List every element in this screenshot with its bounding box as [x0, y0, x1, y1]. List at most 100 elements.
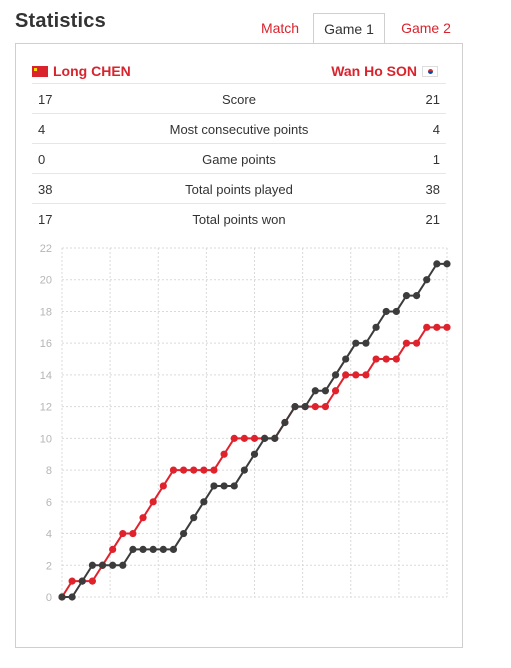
- data-point: [68, 593, 76, 601]
- data-point: [423, 276, 431, 284]
- data-point: [240, 434, 248, 442]
- stat-left-value: 4: [38, 122, 46, 137]
- y-tick-label: 14: [40, 370, 52, 382]
- stat-label: Total points played: [185, 182, 293, 197]
- data-point: [240, 466, 248, 474]
- stat-left-value: 0: [38, 152, 46, 167]
- game-tabs: Match Game 1 Game 2: [250, 13, 462, 44]
- y-tick-label: 10: [40, 433, 52, 445]
- data-point: [443, 260, 451, 268]
- y-tick-label: 22: [40, 243, 52, 255]
- data-point: [342, 355, 350, 363]
- table-row: 0 Game points 1: [32, 143, 446, 173]
- data-point: [109, 561, 117, 569]
- y-tick-label: 2: [46, 560, 52, 572]
- data-point: [210, 482, 218, 490]
- page-title: Statistics: [15, 10, 106, 32]
- data-point: [109, 545, 117, 554]
- data-point: [362, 339, 370, 347]
- data-point: [433, 260, 441, 268]
- players-header: Long CHEN Wan Ho SON: [32, 59, 438, 81]
- data-point: [139, 514, 147, 522]
- data-point: [159, 545, 167, 554]
- stat-right-value: 1: [432, 152, 440, 167]
- data-point: [402, 291, 411, 300]
- korea-flag-icon: [422, 65, 438, 77]
- table-row: 17 Score 21: [32, 83, 446, 113]
- data-point: [129, 545, 137, 554]
- table-row: 38 Total points played 38: [32, 173, 446, 203]
- y-tick-label: 0: [46, 592, 52, 604]
- data-point: [230, 482, 238, 490]
- data-point: [68, 577, 76, 585]
- data-point: [220, 450, 228, 458]
- data-point: [311, 387, 319, 395]
- data-point: [200, 498, 208, 506]
- data-point: [402, 339, 411, 347]
- data-point: [413, 291, 421, 300]
- stat-label: Game points: [202, 152, 276, 167]
- data-point: [200, 466, 208, 474]
- data-point: [190, 466, 198, 474]
- stat-right-value: 21: [425, 212, 440, 227]
- y-tick-label: 4: [46, 529, 52, 541]
- stat-left-value: 38: [38, 182, 53, 197]
- data-point: [331, 387, 340, 395]
- data-point: [159, 482, 167, 490]
- table-row: 4 Most consecutive points 4: [32, 113, 446, 143]
- data-point: [169, 545, 178, 554]
- data-point: [311, 403, 319, 411]
- data-point: [372, 355, 380, 363]
- data-point: [210, 466, 218, 474]
- data-point: [261, 434, 269, 442]
- y-tick-label: 18: [40, 306, 52, 318]
- data-point: [392, 307, 400, 316]
- data-point: [342, 371, 350, 379]
- data-point: [250, 434, 259, 442]
- y-tick-label: 6: [46, 497, 52, 509]
- data-point: [139, 545, 147, 554]
- data-point: [169, 466, 178, 474]
- statistics-panel: Long CHEN Wan Ho SON 17 Score 21 4 Most …: [15, 43, 463, 648]
- stat-right-value: 4: [432, 122, 440, 137]
- stat-label: Total points won: [192, 212, 286, 227]
- y-tick-label: 12: [40, 402, 52, 414]
- data-point: [88, 577, 96, 585]
- player-left: Long CHEN: [32, 63, 131, 79]
- data-point: [220, 482, 228, 490]
- player-right: Wan Ho SON: [331, 63, 438, 79]
- data-point: [352, 371, 360, 379]
- data-point: [382, 355, 390, 363]
- data-point: [119, 561, 127, 569]
- stat-left-value: 17: [38, 92, 53, 107]
- data-point: [179, 466, 188, 474]
- data-point: [291, 403, 299, 411]
- stat-left-value: 17: [38, 212, 53, 227]
- data-point: [119, 529, 127, 538]
- data-point: [423, 323, 431, 331]
- stat-right-value: 21: [425, 92, 440, 107]
- data-point: [179, 529, 188, 538]
- tab-game-1[interactable]: Game 1: [313, 13, 385, 44]
- player-left-name: Long CHEN: [53, 63, 131, 79]
- data-point: [433, 323, 441, 331]
- data-point: [443, 323, 451, 331]
- tab-match[interactable]: Match: [260, 20, 300, 36]
- stat-right-value: 38: [425, 182, 440, 197]
- data-point: [129, 529, 137, 538]
- data-point: [149, 498, 157, 506]
- stat-label: Most consecutive points: [169, 122, 309, 137]
- data-point: [230, 434, 238, 442]
- y-tick-label: 8: [46, 465, 52, 477]
- data-point: [58, 593, 66, 601]
- tab-game-2[interactable]: Game 2: [401, 20, 451, 36]
- data-point: [281, 418, 289, 427]
- data-point: [362, 371, 370, 379]
- data-point: [352, 339, 360, 347]
- stat-label: Score: [222, 92, 256, 107]
- stats-table: 17 Score 21 4 Most consecutive points 4 …: [32, 83, 446, 233]
- data-point: [413, 339, 421, 347]
- data-point: [149, 545, 157, 554]
- data-point: [392, 355, 400, 363]
